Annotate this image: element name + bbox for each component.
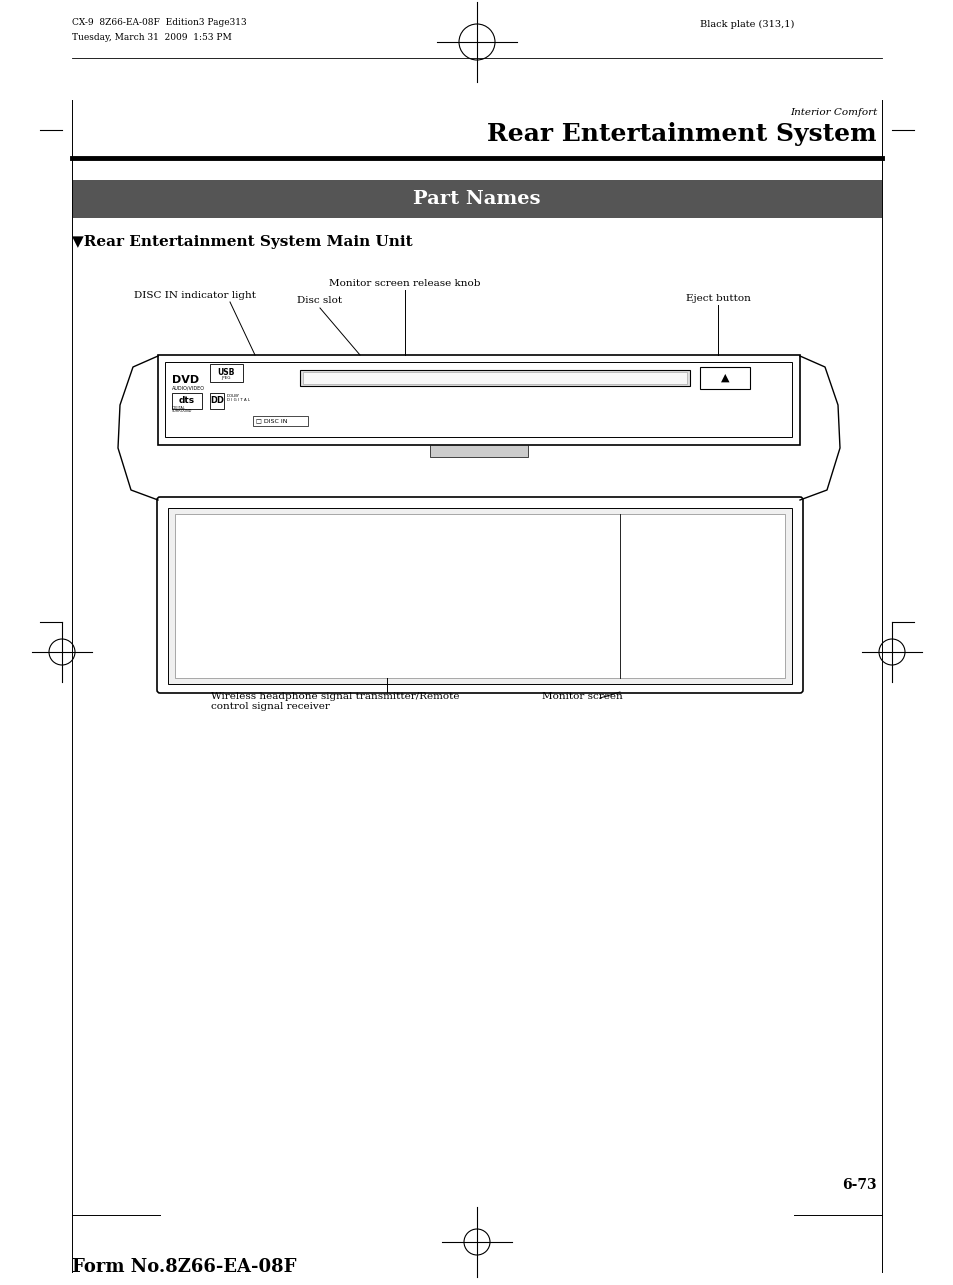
Text: 6-73: 6-73 — [841, 1178, 876, 1192]
Text: DOLBY: DOLBY — [227, 394, 240, 398]
Bar — [299, 370, 689, 386]
Text: ▼Rear Entertainment System Main Unit: ▼Rear Entertainment System Main Unit — [71, 235, 413, 249]
Text: DIGITAL: DIGITAL — [172, 406, 186, 410]
Text: Part Names: Part Names — [413, 190, 540, 208]
Text: □ DISC IN: □ DISC IN — [255, 419, 287, 424]
Bar — [210, 364, 243, 382]
Text: Monitor screen: Monitor screen — [541, 693, 622, 702]
Bar — [700, 368, 749, 389]
Text: DD: DD — [210, 396, 224, 405]
Text: CX-9  8Z66-EA-08F  Edition3 Page313: CX-9 8Z66-EA-08F Edition3 Page313 — [71, 18, 247, 27]
Bar — [430, 445, 527, 457]
Text: Eject button: Eject button — [685, 294, 750, 303]
Bar — [158, 355, 800, 445]
Bar — [174, 514, 784, 678]
Bar — [303, 371, 686, 384]
Bar — [210, 393, 224, 409]
Bar — [253, 416, 308, 427]
Text: DVD: DVD — [172, 375, 199, 386]
Text: USB: USB — [217, 368, 234, 377]
Text: AUDIO/VIDEO: AUDIO/VIDEO — [172, 386, 205, 391]
Text: SURROUND: SURROUND — [172, 409, 193, 412]
FancyBboxPatch shape — [157, 497, 802, 693]
Bar — [71, 180, 882, 218]
Text: dts: dts — [179, 396, 194, 405]
Bar — [165, 362, 791, 437]
Bar — [172, 393, 202, 409]
Text: Tuesday, March 31  2009  1:53 PM: Tuesday, March 31 2009 1:53 PM — [71, 33, 232, 42]
Text: ▲: ▲ — [720, 373, 728, 383]
Text: DISC IN indicator light: DISC IN indicator light — [133, 290, 255, 299]
Text: Monitor screen release knob: Monitor screen release knob — [329, 279, 480, 288]
Text: Disc slot: Disc slot — [297, 296, 342, 305]
Text: JPEG: JPEG — [221, 377, 231, 380]
Text: Black plate (313,1): Black plate (313,1) — [700, 21, 794, 30]
Text: Wireless headphone signal transmitter/Remote
control signal receiver: Wireless headphone signal transmitter/Re… — [211, 693, 459, 712]
Text: D I G I T A L: D I G I T A L — [227, 398, 250, 402]
Text: Form No.8Z66-EA-08F: Form No.8Z66-EA-08F — [71, 1258, 296, 1276]
Bar — [168, 508, 791, 684]
Text: Rear Entertainment System: Rear Entertainment System — [487, 122, 876, 146]
Text: Interior Comfort: Interior Comfort — [789, 108, 876, 117]
